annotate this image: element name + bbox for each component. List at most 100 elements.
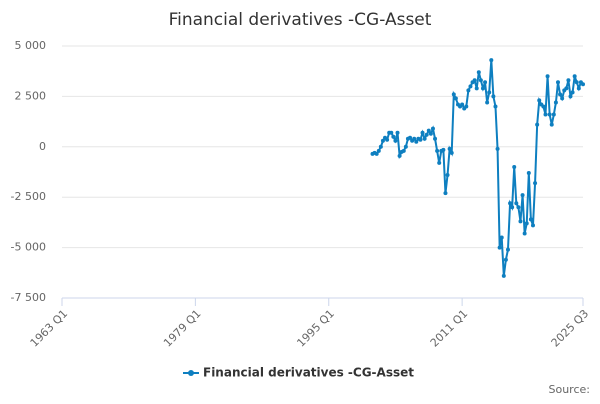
point: [545, 74, 550, 79]
point: [526, 171, 531, 176]
point: [464, 104, 469, 109]
point: [428, 131, 433, 136]
point: [576, 86, 581, 91]
point: [426, 128, 431, 133]
point: [487, 90, 492, 95]
point: [524, 221, 529, 226]
point: [437, 160, 442, 165]
point: [541, 104, 546, 109]
x-tick-label: 1979 Q1: [161, 307, 204, 350]
x-tick-label: 1963 Q1: [28, 307, 71, 350]
point: [376, 148, 381, 153]
point: [451, 92, 456, 97]
point: [374, 151, 379, 156]
point: [553, 100, 558, 105]
point: [528, 217, 533, 222]
point: [378, 144, 383, 149]
point: [549, 122, 554, 127]
point: [435, 148, 440, 153]
source: Source:: [549, 383, 591, 396]
chart-title: Financial derivatives -CG-Asset: [169, 10, 432, 30]
y-tick-label: -2 500: [11, 190, 46, 203]
legend-marker: [188, 370, 194, 376]
point: [503, 257, 508, 262]
point: [581, 82, 585, 87]
point: [520, 193, 525, 198]
point: [449, 150, 454, 155]
point: [510, 205, 515, 210]
point: [391, 134, 396, 139]
point: [533, 181, 538, 186]
point: [424, 132, 429, 137]
point: [433, 136, 438, 141]
point: [466, 88, 471, 93]
y-tick-label: -7 500: [11, 291, 46, 304]
point: [422, 136, 427, 141]
point: [408, 135, 413, 140]
point: [505, 247, 510, 252]
point: [572, 74, 577, 79]
y-tick-label: 5 000: [15, 39, 47, 52]
point: [380, 138, 385, 143]
point: [497, 245, 502, 250]
point: [485, 100, 490, 105]
point: [574, 80, 579, 85]
line: [372, 60, 584, 276]
point: [418, 137, 423, 142]
point: [489, 58, 494, 63]
point: [518, 219, 523, 224]
point: [393, 138, 398, 143]
point: [474, 86, 479, 91]
point: [570, 90, 575, 95]
point: [443, 191, 448, 196]
point: [397, 153, 402, 158]
point: [389, 130, 394, 135]
point: [493, 104, 498, 109]
point: [420, 130, 425, 135]
point: [501, 273, 506, 278]
point: [512, 164, 517, 169]
y-tick-label: 2 500: [15, 89, 47, 102]
point: [558, 92, 563, 97]
point: [530, 223, 535, 228]
point: [568, 94, 573, 99]
point: [491, 94, 496, 99]
point: [430, 126, 435, 131]
point: [447, 146, 452, 151]
point: [472, 78, 477, 83]
point: [522, 231, 527, 236]
y-tick-label: 0: [39, 140, 46, 153]
point: [551, 112, 556, 117]
point: [385, 137, 390, 142]
point: [483, 80, 488, 85]
y-tick-label: -5 000: [11, 241, 46, 254]
point: [499, 235, 504, 240]
point: [566, 78, 571, 83]
x-tick-label: 1995 Q1: [294, 307, 337, 350]
point: [537, 98, 542, 103]
point: [543, 112, 548, 117]
point: [478, 78, 483, 83]
point: [414, 139, 419, 144]
point: [560, 96, 565, 101]
point: [535, 122, 540, 127]
point: [564, 86, 569, 91]
x-tick-label: 2011 Q1: [428, 307, 471, 350]
point: [412, 136, 417, 141]
point: [453, 96, 458, 101]
point: [401, 148, 406, 153]
point: [468, 84, 473, 89]
point: [480, 86, 485, 91]
point: [508, 201, 513, 206]
point: [460, 102, 465, 107]
point: [514, 201, 519, 206]
legend-label: Financial derivatives -CG-Asset: [203, 366, 414, 380]
point: [547, 112, 552, 117]
point: [476, 70, 481, 75]
point: [403, 144, 408, 149]
point: [555, 80, 560, 85]
x-tick-label: 2025 Q3: [549, 307, 592, 350]
point: [395, 130, 400, 135]
point: [441, 147, 446, 152]
